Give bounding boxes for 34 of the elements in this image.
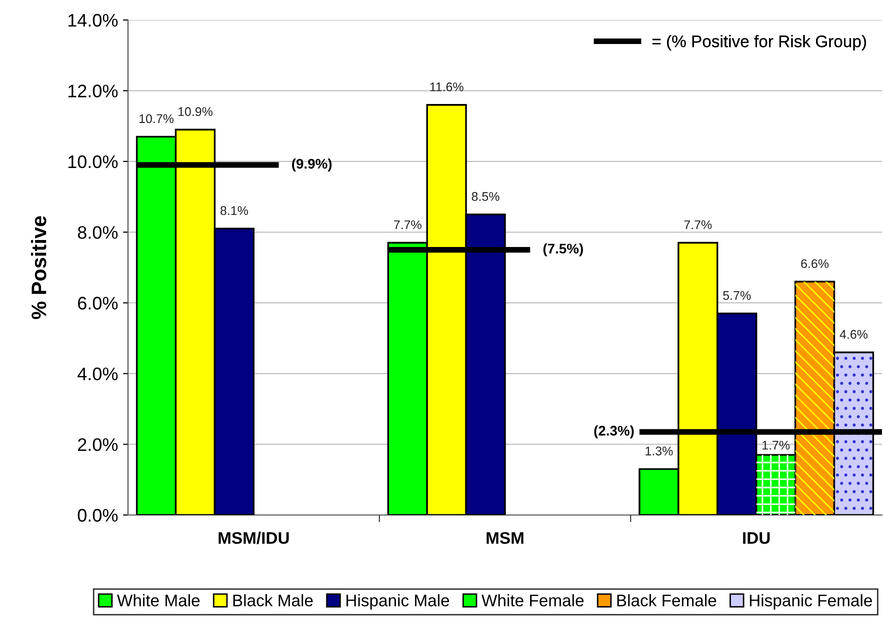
y-tick-label: 10.0% [68,155,118,168]
legend-label: White Female [482,594,584,606]
y-tick-label: 0.0% [78,508,118,522]
ref-line-label: (7.5%) [543,243,583,256]
y-tick-label: 14.0% [68,14,118,27]
data-label: 7.7% [394,220,422,230]
data-label: 8.1% [220,206,248,216]
data-label: 1.3% [646,446,673,456]
legend-label: Black Male [233,594,313,606]
data-label: 11.6% [430,82,464,92]
y-axis-title: % Positive [30,216,46,320]
annotation: = (% Positive for Risk Group) [652,35,866,51]
data-label: 7.7% [684,220,712,230]
x-tick-label: MSM [486,532,524,544]
ref-line-label: (9.9%) [292,158,332,172]
y-tick-label: 8.0% [78,226,118,239]
y-tick-label: 12.0% [68,84,118,98]
legend-label: Hispanic Female [750,594,872,610]
legend-label: Black Female [617,594,716,606]
data-label: 4.6% [840,330,868,339]
ref-line-label: (2.3%) [594,425,634,438]
x-tick-label: IDU [743,532,770,544]
data-label: 6.6% [801,259,829,268]
x-tick-label: MSM/IDU [218,532,289,544]
y-tick-label: 6.0% [78,296,118,310]
data-label: 10.9% [178,107,213,116]
legend-label: Hispanic Male [346,594,450,610]
data-label: 5.7% [723,291,751,300]
legend-label: White Male [117,594,200,606]
data-label: 8.5% [472,192,500,201]
data-label: 1.7% [762,440,790,450]
data-label: 10.7% [140,114,174,124]
y-tick-label: 4.0% [78,368,118,380]
y-tick-label: 2.0% [78,438,118,452]
